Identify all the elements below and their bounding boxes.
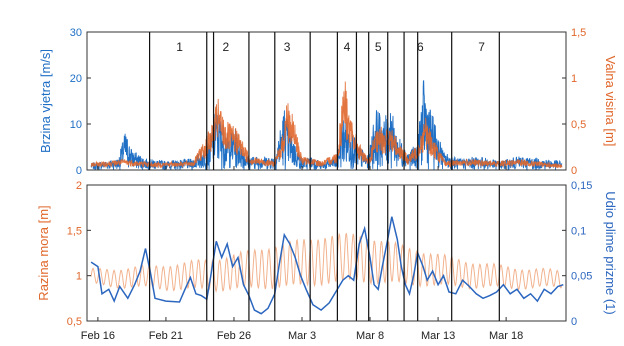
period-label: 2 (222, 40, 229, 54)
period-label: 6 (417, 40, 424, 54)
y-tick-label: 0 (76, 165, 82, 177)
x-tick-label: Feb 16 (81, 330, 115, 342)
y-tick-label: 0,1 (571, 225, 586, 237)
y-tick-label: 1,5 (67, 225, 82, 237)
y-tick-label: 0,5 (67, 316, 82, 328)
x-tick-label: Mar 18 (489, 330, 523, 342)
y-tick-label: 1 (571, 73, 577, 85)
period-label: 1 (176, 40, 183, 54)
x-tick-label: Feb 26 (217, 330, 251, 342)
period-label: 3 (284, 40, 291, 54)
period-labels: 1 2 3 4 5 6 7 (176, 40, 485, 54)
wind-wave-series (90, 80, 563, 172)
top-left-axis-label: Brzina vjetra [m/s] (38, 49, 53, 153)
y-tick-label: 1 (76, 271, 82, 283)
period-label: 5 (375, 40, 382, 54)
x-tick-label: Feb 21 (149, 330, 183, 342)
y-tick-label: 10 (70, 119, 82, 131)
bottom-right-axis-label: Udio plime prizme (1) (603, 191, 618, 315)
y-tick-label: 2 (76, 180, 82, 192)
wave-height-line (90, 81, 563, 170)
x-axis-ticks: Feb 16 Feb 21 Feb 26 Mar 3 Mar 8 Mar 13 Mar 18 (81, 166, 523, 342)
period-label: 4 (344, 40, 351, 54)
y-tick-label: 0,15 (571, 180, 592, 192)
y-tick-label: 0 (571, 165, 577, 177)
x-tick-label: Mar 3 (288, 330, 316, 342)
bottom-panel-ticks: 0,5 1 1,5 2 0 0,05 0,1 0,15 (67, 180, 593, 328)
top-panel-ticks: 0 10 20 30 0 0,5 1 1,5 (70, 27, 587, 177)
y-tick-label: 0 (571, 316, 577, 328)
wind-speed-line (90, 80, 563, 172)
y-tick-label: 0,05 (571, 271, 592, 283)
sea-level-line (90, 232, 563, 293)
sea-level-series (90, 216, 564, 315)
top-right-axis-label: Valna visina [m] (603, 56, 618, 147)
top-panel-frame (86, 31, 567, 171)
bottom-panel-frame (86, 184, 567, 322)
y-tick-label: 1,5 (571, 27, 586, 39)
x-tick-label: Mar 13 (421, 330, 455, 342)
period-boundaries (148, 32, 500, 321)
period-label: 7 (478, 40, 485, 54)
x-tick-label: Mar 8 (356, 330, 384, 342)
wind-wave-panel: 0 10 20 30 0 0,5 1 1,5 Brzina vjetra [m/s] Valn… (38, 27, 618, 177)
sea-level-panel: 0,5 1 1,5 2 0 0,05 0,1 0,15 Razina mora [m] Udi… (36, 180, 618, 328)
y-tick-label: 30 (70, 27, 82, 39)
y-tick-label: 20 (70, 73, 82, 85)
y-tick-label: 0,5 (571, 119, 586, 131)
bottom-left-axis-label: Razina mora [m] (36, 205, 51, 300)
